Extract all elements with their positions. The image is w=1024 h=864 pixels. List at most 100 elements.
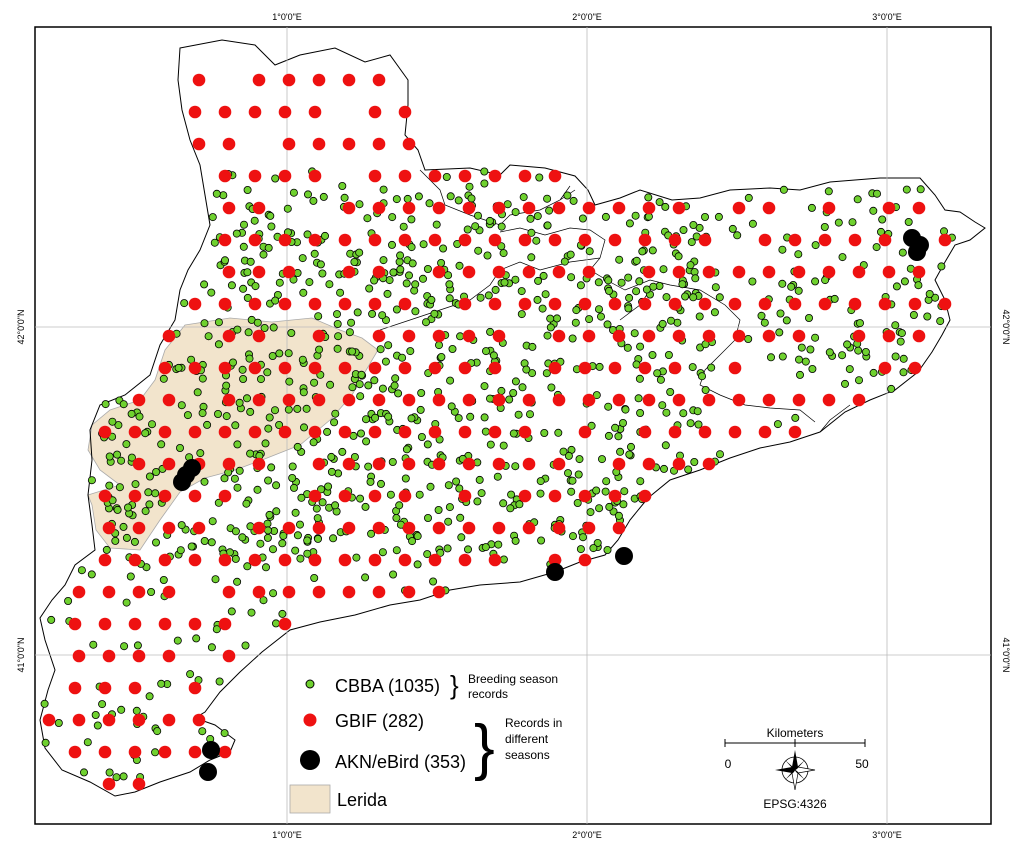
cbba-record-point [586, 508, 595, 517]
gbif-record-point [372, 521, 386, 535]
cbba-record-point [690, 457, 699, 466]
cbba-record-point [454, 414, 463, 423]
gbif-record-point [278, 105, 292, 119]
gbif-record-point [192, 521, 206, 535]
gbif-record-point [578, 425, 592, 439]
gbif-record-point [128, 425, 142, 439]
cbba-record-point [315, 345, 324, 354]
cbba-record-point [246, 407, 255, 416]
gbif-record-point [98, 425, 112, 439]
gbif-record-point [762, 265, 776, 279]
cbba-record-point [694, 420, 703, 429]
cbba-record-point [638, 247, 647, 256]
gbif-record-point [728, 425, 742, 439]
gbif-record-point [642, 329, 656, 343]
gbif-record-point [848, 297, 862, 311]
cbba-record-point [198, 409, 207, 418]
cbba-record-point [653, 369, 662, 378]
cbba-record-point [779, 185, 788, 194]
gbif-record-point [248, 169, 262, 183]
cbba-record-point [456, 332, 465, 341]
cbba-record-point [630, 329, 639, 338]
cbba-record-point [127, 453, 136, 462]
cbba-record-point [576, 545, 585, 554]
cbba-record-point [243, 562, 252, 571]
cbba-record-point [716, 450, 725, 459]
cbba-record-point [471, 222, 480, 231]
cbba-record-point [787, 282, 796, 291]
cbba-record-point [658, 401, 667, 410]
gbif-record-point [642, 393, 656, 407]
cbba-record-point [356, 392, 365, 401]
gbif-record-point [308, 425, 322, 439]
gbif-record-point [432, 585, 446, 599]
cbba-record-point [293, 442, 302, 451]
cbba-record-point [937, 262, 946, 271]
gbif-record-point [342, 521, 356, 535]
cbba-record-point [326, 380, 335, 389]
gbif-record-point [338, 233, 352, 247]
cbba-record-point [644, 193, 653, 202]
cbba-record-point [220, 474, 229, 483]
cbba-record-point [419, 240, 428, 249]
cbba-record-point [319, 192, 328, 201]
gbif-record-point [98, 553, 112, 567]
gbif-record-point [252, 73, 266, 87]
cbba-record-point [569, 532, 578, 541]
cbba-record-point [312, 504, 321, 513]
cbba-record-point [151, 538, 160, 547]
gbif-record-point [488, 553, 502, 567]
cbba-record-point [456, 513, 465, 522]
gbif-record-point [218, 425, 232, 439]
cbba-record-point [408, 259, 417, 268]
gbif-record-point [672, 201, 686, 215]
cbba-record-point [102, 545, 111, 554]
cbba-record-point [87, 570, 96, 579]
cbba-record-point [177, 401, 186, 410]
cbba-record-point [239, 284, 248, 293]
cbba-record-point [547, 383, 556, 392]
akn-record-point [546, 563, 564, 581]
cbba-record-point [566, 250, 575, 259]
cbba-record-point [616, 447, 625, 456]
gbif-record-point [818, 297, 832, 311]
cbba-record-point [923, 312, 932, 321]
cbba-record-point [573, 498, 582, 507]
legend-breeding-line1: Breeding season [468, 672, 558, 686]
gbif-record-point [162, 713, 176, 727]
cbba-record-point [457, 533, 466, 542]
cbba-record-point [378, 311, 387, 320]
gbif-record-point [188, 297, 202, 311]
gbif-record-point [548, 553, 562, 567]
cbba-record-point [389, 570, 398, 579]
cbba-record-point [271, 619, 280, 628]
gbif-record-point [788, 425, 802, 439]
cbba-record-point [261, 563, 270, 572]
gbif-record-point [218, 489, 232, 503]
cbba-record-point [386, 490, 395, 499]
gbif-record-point [702, 457, 716, 471]
cbba-record-point [153, 727, 162, 736]
gbif-record-point [762, 201, 776, 215]
cbba-record-point [361, 502, 370, 511]
gbif-record-point [702, 329, 716, 343]
graticule-labels: 1°0'0"E 1°0'0"E 2°0'0"E 2°0'0"E 3°0'0"E 3°0'0… [16, 12, 1011, 840]
gbif-record-point [192, 713, 206, 727]
gbif-record-point [522, 521, 536, 535]
cbba-record-point [900, 277, 909, 286]
cbba-record-point [295, 520, 304, 529]
cbba-record-point [484, 291, 493, 300]
gbif-record-point [522, 457, 536, 471]
cbba-record-point [649, 282, 658, 291]
cbba-record-point [145, 500, 154, 509]
cbba-record-point [355, 200, 364, 209]
cbba-record-point [465, 182, 474, 191]
cbba-record-point [661, 441, 670, 450]
gbif-record-point [222, 649, 236, 663]
cbba-record-point [811, 277, 820, 286]
cbba-record-point [263, 368, 272, 377]
cbba-record-point [263, 533, 272, 542]
gbif-record-point [218, 105, 232, 119]
cbba-record-point [503, 200, 512, 209]
gbif-record-point [638, 297, 652, 311]
